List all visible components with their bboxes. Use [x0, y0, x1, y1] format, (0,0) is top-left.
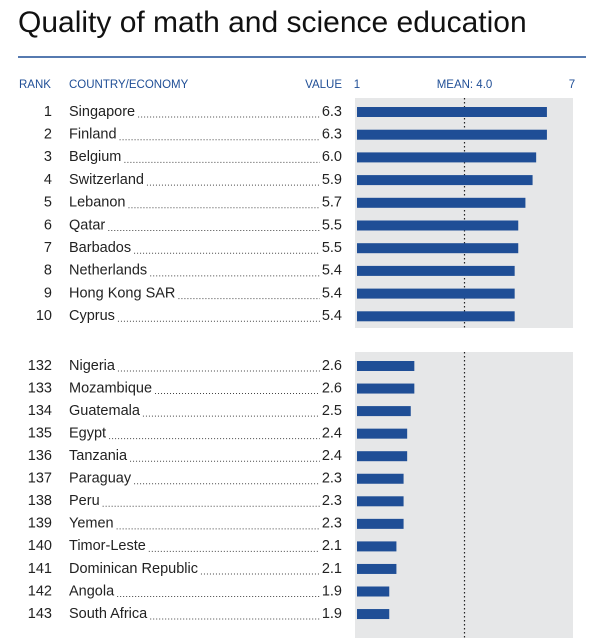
value-label: 2.6: [322, 358, 342, 374]
rank: 141: [28, 561, 52, 577]
bar: [357, 541, 397, 552]
value-label: 6.0: [322, 149, 342, 165]
bar: [357, 383, 415, 394]
value-label: 6.3: [322, 104, 342, 120]
value-label: 5.4: [322, 308, 342, 324]
country: Switzerland: [69, 172, 144, 188]
country: Egypt: [69, 425, 106, 441]
country: Tanzania: [69, 448, 128, 464]
country: Timor-Leste: [69, 538, 146, 554]
chart-title: Quality of math and science education: [18, 6, 527, 39]
value-label: 2.3: [322, 471, 342, 487]
header: VALUE: [305, 79, 342, 91]
bar: [357, 288, 515, 299]
rank: 2: [44, 127, 52, 143]
header: RANK: [19, 79, 51, 91]
country: Qatar: [69, 217, 105, 233]
value-label: 5.9: [322, 172, 342, 188]
bar: [357, 311, 515, 322]
rank: 132: [28, 358, 52, 374]
bar: [357, 496, 404, 507]
rank: 136: [28, 448, 52, 464]
country: Guatemala: [69, 403, 141, 419]
value-label: 2.1: [322, 538, 342, 554]
value-label: 2.5: [322, 403, 342, 419]
value-label: 2.3: [322, 493, 342, 509]
bar: [357, 473, 404, 484]
country: Singapore: [69, 104, 135, 120]
bar: [357, 406, 411, 417]
country: Paraguay: [69, 471, 132, 487]
value-label: 2.4: [322, 425, 342, 441]
value-label: 5.7: [322, 195, 342, 211]
country: Finland: [69, 127, 117, 143]
rank: 8: [44, 263, 52, 279]
rank: 137: [28, 471, 52, 487]
value-label: 5.4: [322, 285, 342, 301]
rank: 134: [28, 403, 52, 419]
bar: [357, 243, 519, 254]
rank: 142: [28, 583, 52, 599]
panel: [355, 352, 573, 638]
country: Yemen: [69, 516, 114, 532]
country: Belgium: [69, 149, 121, 165]
rank: 10: [36, 308, 52, 324]
x-tick-label: MEAN: 4.0: [437, 79, 493, 91]
rank: 138: [28, 493, 52, 509]
country: Dominican Republic: [69, 561, 198, 577]
value-label: 2.4: [322, 448, 342, 464]
bar: [357, 586, 390, 597]
country: Lebanon: [69, 195, 125, 211]
bar: [357, 451, 408, 462]
x-tick-label: 7: [569, 79, 575, 91]
rank: 1: [44, 104, 52, 120]
value-label: 1.9: [322, 583, 342, 599]
bar: [357, 107, 547, 117]
bar: [357, 152, 537, 163]
x-tick-label: 1: [354, 79, 360, 91]
bar: [357, 129, 547, 140]
value-label: 5.4: [322, 263, 342, 279]
bar: [357, 265, 515, 276]
country: Mozambique: [69, 380, 152, 396]
value-label: 5.5: [322, 217, 342, 233]
rank: 133: [28, 380, 52, 396]
header: COUNTRY/ECONOMY: [69, 79, 189, 91]
value-label: 1.9: [322, 606, 342, 622]
value-label: 2.1: [322, 561, 342, 577]
rank: 9: [44, 285, 52, 301]
bar: [357, 220, 519, 231]
bar: [357, 428, 408, 439]
country: Angola: [69, 583, 115, 599]
country: Netherlands: [69, 263, 147, 279]
value-label: 6.3: [322, 127, 342, 143]
country: Nigeria: [69, 358, 116, 374]
value-label: 2.6: [322, 380, 342, 396]
country: Barbados: [69, 240, 131, 256]
bar: [357, 361, 415, 371]
rank: 140: [28, 538, 52, 554]
country: Hong Kong SAR: [69, 285, 175, 301]
rank: 7: [44, 240, 52, 256]
rank: 4: [44, 172, 52, 188]
bar: [357, 563, 397, 574]
bar: [357, 518, 404, 529]
bar: [357, 197, 526, 208]
value-label: 2.3: [322, 516, 342, 532]
rank: 139: [28, 516, 52, 532]
rank: 3: [44, 149, 52, 165]
rank: 5: [44, 195, 52, 211]
value-label: 5.5: [322, 240, 342, 256]
country: Peru: [69, 493, 100, 509]
rank: 6: [44, 217, 52, 233]
country: Cyprus: [69, 308, 115, 324]
country: South Africa: [69, 606, 148, 622]
rank: 135: [28, 425, 52, 441]
rank: 143: [28, 606, 52, 622]
bar: [357, 175, 533, 186]
bar: [357, 609, 390, 620]
